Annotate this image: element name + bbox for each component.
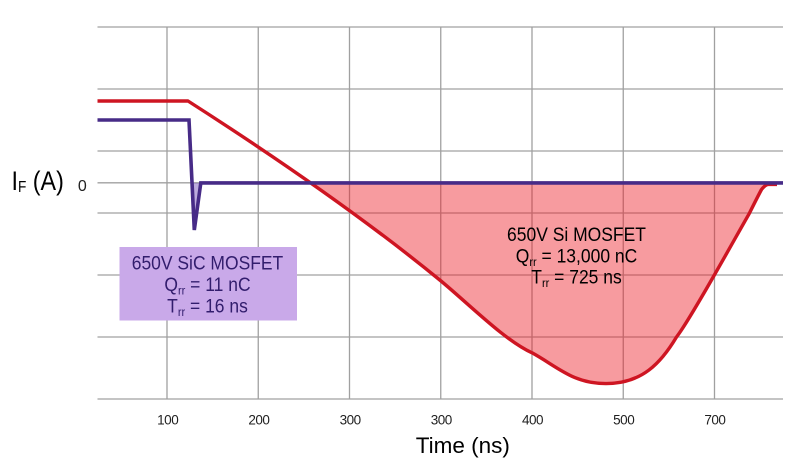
svg-text:650V Si MOSFET: 650V Si MOSFET	[507, 223, 646, 245]
svg-text:500: 500	[613, 413, 634, 428]
svg-text:300: 300	[340, 413, 361, 428]
svg-text:300: 300	[431, 413, 452, 428]
svg-text:Trr = 725 ns: Trr = 725 ns	[531, 266, 621, 290]
svg-text:Qrr = 13,000 nC: Qrr = 13,000 nC	[516, 245, 638, 269]
svg-text:700: 700	[704, 413, 725, 428]
svg-text:650V SiC MOSFET: 650V SiC MOSFET	[132, 252, 283, 274]
svg-text:100: 100	[157, 413, 178, 428]
svg-text:Time (ns): Time (ns)	[416, 433, 510, 458]
svg-text:0: 0	[78, 178, 87, 195]
svg-text:200: 200	[248, 413, 269, 428]
svg-text:400: 400	[522, 413, 543, 428]
